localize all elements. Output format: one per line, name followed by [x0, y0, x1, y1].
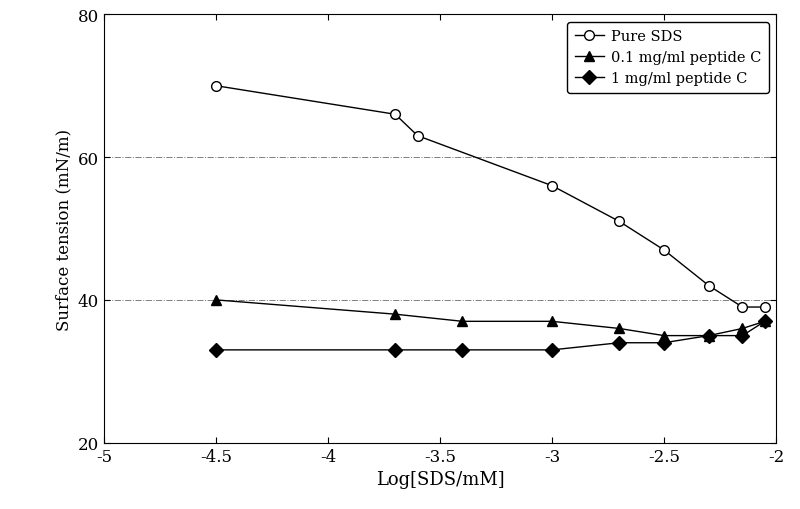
1 mg/ml peptide C: [704, 333, 714, 339]
Pure SDS: [547, 183, 557, 189]
1 mg/ml peptide C: [547, 347, 557, 353]
0.1 mg/ml peptide C: [547, 319, 557, 325]
Pure SDS: [659, 247, 669, 253]
0.1 mg/ml peptide C: [659, 333, 669, 339]
Legend: Pure SDS, 0.1 mg/ml peptide C, 1 mg/ml peptide C: Pure SDS, 0.1 mg/ml peptide C, 1 mg/ml p…: [567, 22, 769, 94]
Pure SDS: [614, 219, 624, 225]
0.1 mg/ml peptide C: [614, 326, 624, 332]
Line: 1 mg/ml peptide C: 1 mg/ml peptide C: [211, 317, 770, 355]
Line: 0.1 mg/ml peptide C: 0.1 mg/ml peptide C: [211, 295, 770, 341]
0.1 mg/ml peptide C: [458, 319, 467, 325]
Y-axis label: Surface tension (mN/m): Surface tension (mN/m): [55, 128, 72, 330]
X-axis label: Log[SDS/mM]: Log[SDS/mM]: [376, 470, 504, 488]
Pure SDS: [704, 283, 714, 289]
Pure SDS: [413, 133, 422, 139]
1 mg/ml peptide C: [760, 319, 770, 325]
1 mg/ml peptide C: [614, 340, 624, 346]
Pure SDS: [760, 304, 770, 310]
Pure SDS: [211, 83, 221, 90]
Pure SDS: [390, 112, 400, 118]
0.1 mg/ml peptide C: [738, 326, 747, 332]
1 mg/ml peptide C: [458, 347, 467, 353]
0.1 mg/ml peptide C: [760, 319, 770, 325]
Line: Pure SDS: Pure SDS: [211, 81, 770, 313]
0.1 mg/ml peptide C: [390, 312, 400, 318]
1 mg/ml peptide C: [738, 333, 747, 339]
1 mg/ml peptide C: [211, 347, 221, 353]
0.1 mg/ml peptide C: [211, 297, 221, 303]
0.1 mg/ml peptide C: [704, 333, 714, 339]
1 mg/ml peptide C: [390, 347, 400, 353]
1 mg/ml peptide C: [659, 340, 669, 346]
Pure SDS: [738, 304, 747, 310]
